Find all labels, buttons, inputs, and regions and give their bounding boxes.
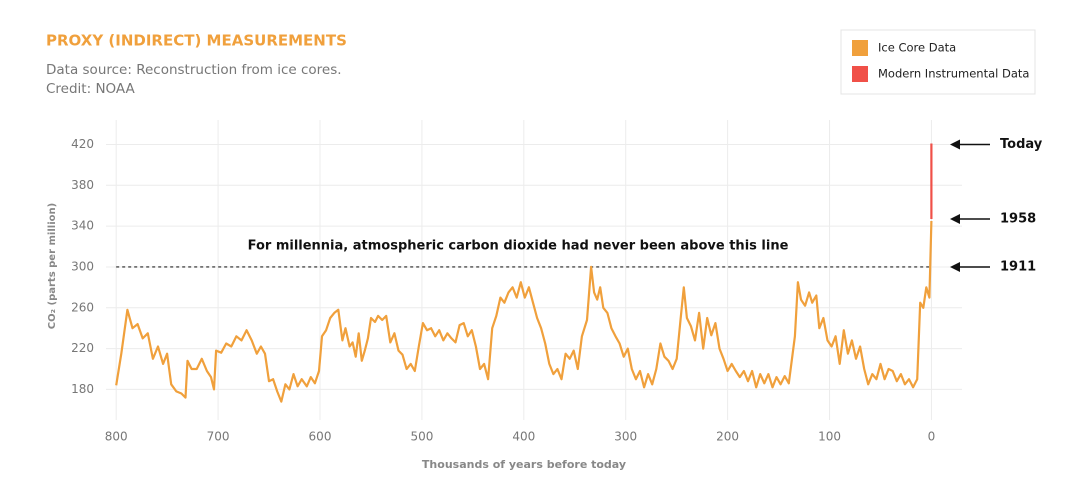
- x-tick-label: 300: [614, 430, 637, 444]
- annotation-label: Today: [1000, 137, 1043, 152]
- arrow-head: [950, 261, 960, 272]
- y-tick-label: 260: [71, 300, 94, 314]
- legend-label: Ice Core Data: [878, 41, 956, 55]
- line-series: [115, 220, 933, 403]
- annotation-label: 1911: [1000, 259, 1036, 274]
- legend-swatch: [852, 66, 868, 82]
- legend: [840, 29, 1036, 95]
- x-tick-label: 200: [716, 430, 739, 444]
- x-tick-label: 500: [410, 430, 433, 444]
- subtitle: Data source: Reconstruction from ice cor…: [46, 62, 342, 78]
- x-tick-label: 600: [309, 430, 332, 444]
- annotation-label: 1958: [1000, 211, 1036, 226]
- subtitle: Credit: NOAA: [46, 81, 136, 97]
- x-tick-label: 700: [207, 430, 230, 444]
- x-tick-label: 100: [818, 430, 841, 444]
- arrow-head: [950, 139, 960, 150]
- y-tick-label: 180: [71, 382, 94, 396]
- y-axis-label: CO₂ (parts per million): [47, 203, 58, 329]
- legend-swatch: [852, 40, 868, 56]
- y-tick-label: 220: [71, 341, 94, 355]
- legend-label: Modern Instrumental Data: [878, 67, 1029, 81]
- x-tick-label: 400: [512, 430, 535, 444]
- y-tick-label: 300: [71, 259, 94, 273]
- x-tick-label: 0: [928, 430, 936, 444]
- y-tick-label: 420: [71, 137, 94, 151]
- x-tick-label: 800: [105, 430, 128, 444]
- y-tick-label: 380: [71, 178, 94, 192]
- y-tick-label: 340: [71, 219, 94, 233]
- threshold-label: For millennia, atmospheric carbon dioxid…: [248, 238, 789, 253]
- arrow-head: [950, 213, 960, 224]
- chart-title: PROXY (INDIRECT) MEASUREMENTS: [46, 32, 347, 50]
- x-axis-label: Thousands of years before today: [422, 458, 626, 471]
